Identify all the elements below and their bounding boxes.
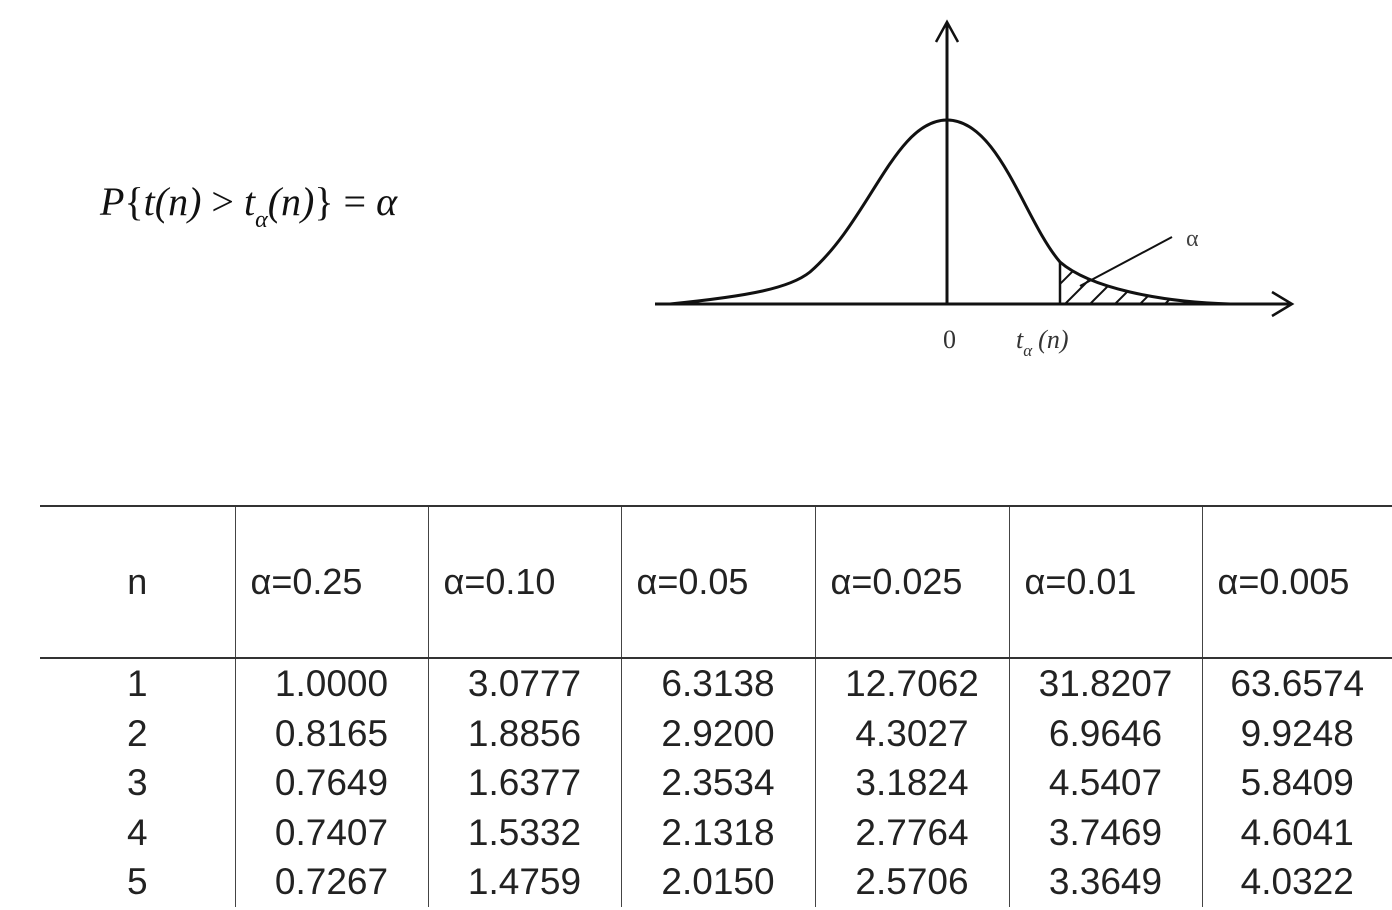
formula-alpha-subscript: α: [255, 207, 268, 233]
cell-n: 1: [40, 658, 236, 709]
table-cell: 2.5706: [815, 857, 1010, 907]
y-axis-arrow-icon: [934, 19, 960, 43]
cell-n: 3: [40, 758, 236, 808]
table-cell: 3.7469: [1009, 807, 1203, 857]
t-distribution-table: n α=0.25 α=0.10 α=0.05 α=0.025 α=0.01 α=…: [40, 505, 1392, 907]
formula-n2: (n): [267, 179, 315, 224]
table-cell: 3.0777: [428, 658, 622, 709]
critical-label-n: (n): [1038, 325, 1068, 354]
table-cell: 1.8856: [428, 708, 622, 758]
table-row: 4 0.7407 1.5332 2.1318 2.7764 3.7469 4.6…: [40, 807, 1392, 857]
table-cell: 1.4759: [428, 857, 622, 907]
table-cell: 4.6041: [1240, 811, 1354, 853]
table-cell: 2.3534: [621, 758, 816, 808]
table-cell: 4.5407: [1009, 758, 1203, 808]
table-cell: 12.7062: [815, 658, 1010, 709]
table-cell: 1.6377: [428, 758, 622, 808]
table-cell: 3.3649: [1009, 857, 1203, 907]
formula-gt: >: [201, 179, 244, 224]
alpha-leader-line: [1079, 236, 1173, 287]
table-cell: 3.1824: [815, 758, 1010, 808]
formula-P: P: [100, 179, 125, 224]
critical-label-subscript: α: [1023, 341, 1033, 360]
t-distribution-diagram: 0 tα (n) α: [655, 19, 1295, 360]
header-alpha-0.25: α=0.25: [235, 505, 429, 659]
formula-open-brace: {: [124, 179, 144, 224]
table-cell: 6.9646: [1009, 708, 1203, 758]
formula-t-alpha: t: [243, 179, 256, 224]
table-cell: 31.8207: [1009, 658, 1203, 709]
table-cell: 0.8165: [235, 708, 429, 758]
table-cell: 2.0150: [621, 857, 816, 907]
formula-alpha: α: [376, 179, 398, 224]
table-cell: 4.3027: [815, 708, 1010, 758]
header-alpha-0.005: α=0.005: [1202, 505, 1392, 659]
x-axis-arrow-icon: [1271, 290, 1295, 318]
critical-value-label: tα (n): [1016, 325, 1069, 360]
table-header-row: n α=0.25 α=0.10 α=0.05 α=0.025 α=0.01 α=…: [40, 505, 1392, 659]
table-cell: 0.7649: [235, 758, 429, 808]
origin-label: 0: [943, 325, 956, 354]
formula-equals: =: [333, 179, 377, 224]
formula-t: t: [143, 179, 155, 224]
formula-close-brace: }: [314, 179, 334, 224]
cell-n: 4: [40, 807, 236, 857]
table-cell: 2.1318: [621, 807, 816, 857]
table-row: 3 0.7649 1.6377 2.3534 3.1824 4.5407 5.8…: [40, 758, 1392, 808]
header-alpha-0.01: α=0.01: [1009, 505, 1203, 659]
table-row: 5 0.7267 1.4759 2.0150 2.5706 3.3649 4.0…: [40, 857, 1392, 907]
table-cell: 1.5332: [428, 807, 622, 857]
table-cell: 0.7407: [235, 807, 429, 857]
header-alpha-0.10: α=0.10: [428, 505, 622, 659]
table-cell: 2.7764: [815, 807, 1010, 857]
cell-n: 2: [40, 708, 236, 758]
table-cell: 0.7267: [235, 857, 429, 907]
probability-formula: P{t(n) > tα(n)} = α: [100, 178, 398, 233]
table-cell: 9.9248: [1240, 712, 1354, 754]
table-cell: 4.0322: [1240, 861, 1354, 903]
header-n: n: [40, 505, 236, 659]
table-cell: 63.6574: [1230, 663, 1365, 705]
header-alpha-0.025: α=0.025: [815, 505, 1010, 659]
table-cell: 5.8409: [1240, 762, 1354, 804]
table-cell: 6.3138: [621, 658, 816, 709]
density-curve: [669, 118, 1231, 306]
table-row: 1 1.0000 3.0777 6.3138 12.7062 31.8207 6…: [40, 658, 1392, 709]
table-row: 2 0.8165 1.8856 2.9200 4.3027 6.9646 9.9…: [40, 708, 1392, 758]
header-alpha-0.05: α=0.05: [621, 505, 816, 659]
formula-n1: (n): [154, 179, 202, 224]
area-alpha-label: α: [1186, 226, 1199, 252]
cell-n: 5: [40, 857, 236, 907]
table-cell: 1.0000: [235, 658, 429, 709]
critical-label-t: t: [1016, 325, 1024, 354]
table-cell: 2.9200: [621, 708, 816, 758]
